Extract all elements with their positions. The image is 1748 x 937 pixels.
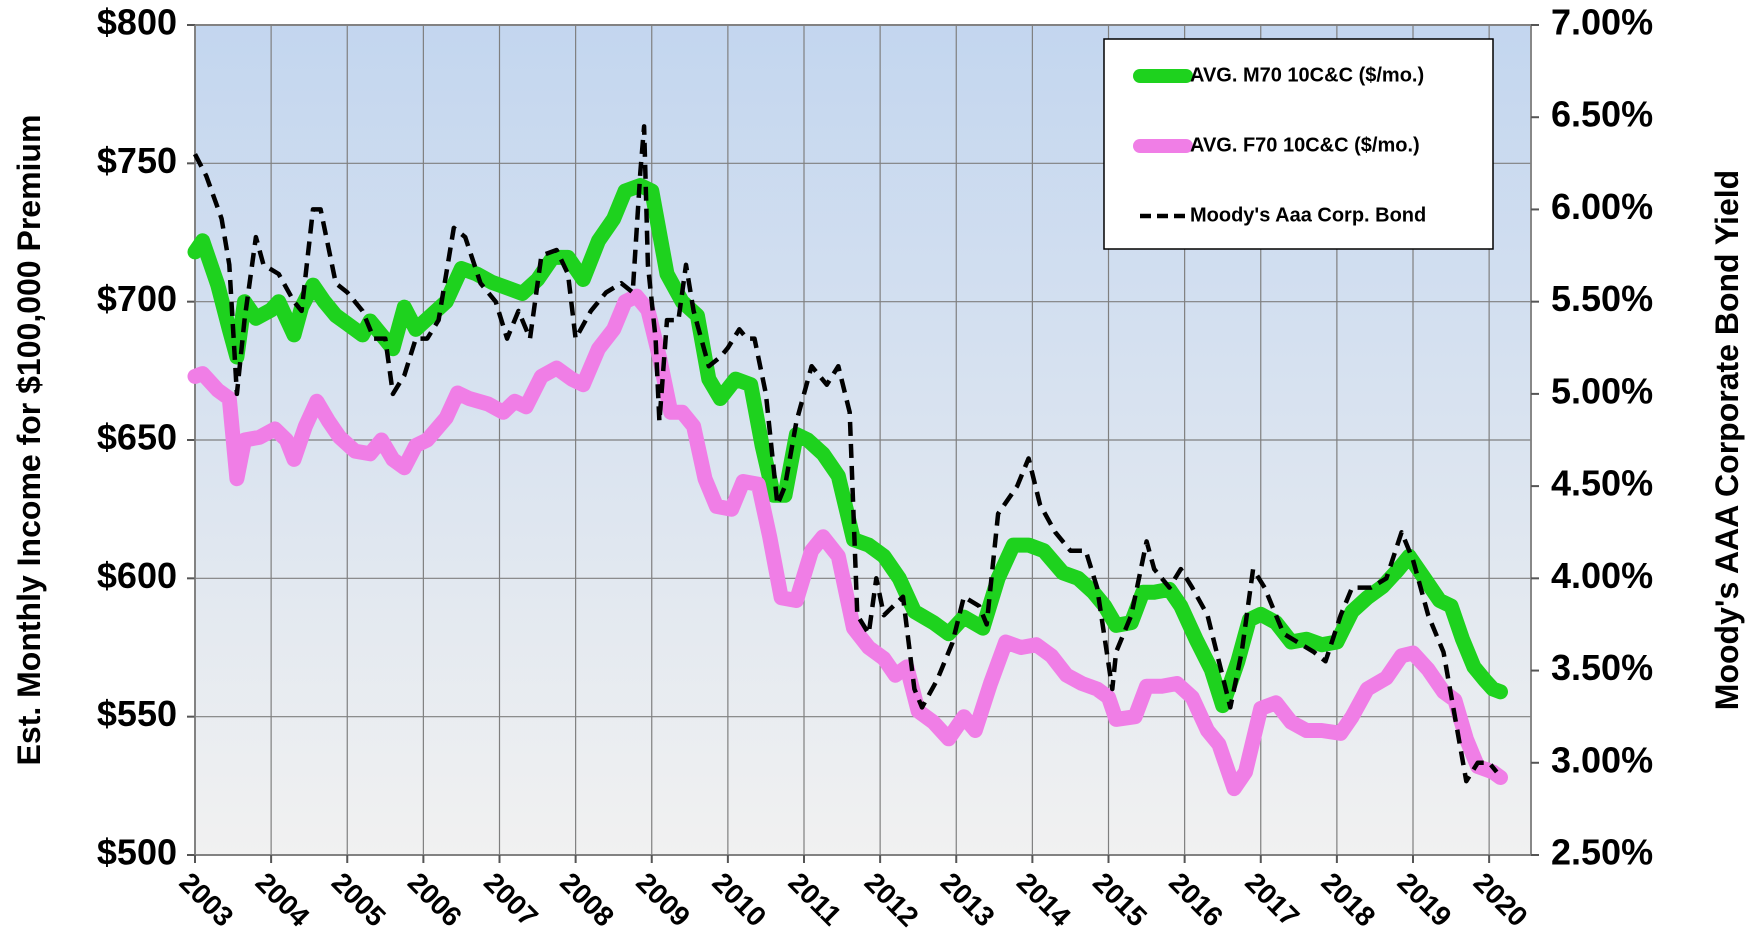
legend-label: AVG. M70 10C&C ($/mo.)	[1190, 64, 1424, 86]
y2-tick-label: 3.00%	[1551, 739, 1653, 780]
y2-tick-label: 4.00%	[1551, 555, 1653, 596]
y-tick-label: $550	[97, 693, 177, 734]
x-tick-label: 2016	[1163, 867, 1229, 933]
x-tick-label: 2018	[1315, 867, 1381, 933]
x-tick-label: 2003	[174, 867, 240, 933]
x-tick-label: 2012	[859, 867, 925, 933]
y-tick-label: $750	[97, 140, 177, 181]
x-tick-label: 2006	[402, 867, 468, 933]
y2-tick-label: 5.50%	[1551, 278, 1653, 319]
series-line	[187, 288, 1508, 797]
x-tick-label: 2011	[783, 867, 848, 932]
x-tick-label: 2015	[1087, 867, 1153, 933]
y2-tick-label: 5.00%	[1551, 370, 1653, 411]
y2-tick-label: 7.00%	[1551, 2, 1653, 43]
y-tick-label: $700	[97, 278, 177, 319]
y-tick-label: $650	[97, 417, 177, 458]
y2-tick-label: 6.50%	[1551, 94, 1653, 135]
legend: AVG. M70 10C&C ($/mo.) AVG. F70 10C&C ($/…	[1103, 38, 1494, 250]
x-tick-label: 2005	[326, 867, 392, 933]
legend-label: AVG. F70 10C&C ($/mo.)	[1190, 134, 1420, 156]
x-tick-label: 2020	[1468, 867, 1534, 933]
y2-tick-label: 3.50%	[1551, 647, 1653, 688]
x-tick-label: 2013	[935, 867, 1001, 933]
x-tick-label: 2009	[630, 867, 696, 933]
x-tick-label: 2007	[478, 867, 544, 933]
x-tick-label: 2004	[250, 867, 316, 933]
x-tick-label: 2008	[554, 867, 620, 933]
y-tick-label: $600	[97, 555, 177, 596]
y2-tick-label: 4.50%	[1551, 463, 1653, 504]
y2-axis-title: Moody's AAA Corporate Bond Yield	[1709, 170, 1745, 710]
y-tick-label: $800	[97, 2, 177, 43]
x-tick-label: 2017	[1239, 867, 1305, 933]
x-tick-label: 2019	[1392, 867, 1458, 933]
y2-tick-label: 6.00%	[1551, 186, 1653, 227]
y-tick-label: $500	[97, 832, 177, 873]
y2-tick-label: 2.50%	[1551, 832, 1653, 873]
legend-label: Moody's Aaa Corp. Bond	[1190, 204, 1426, 226]
y-axis-title: Est. Monthly Income for $100,000 Premium	[11, 115, 47, 766]
series-line	[193, 124, 1499, 784]
x-tick-label: 2014	[1011, 867, 1077, 933]
lines	[187, 124, 1508, 797]
x-tick-label: 2010	[706, 867, 772, 933]
